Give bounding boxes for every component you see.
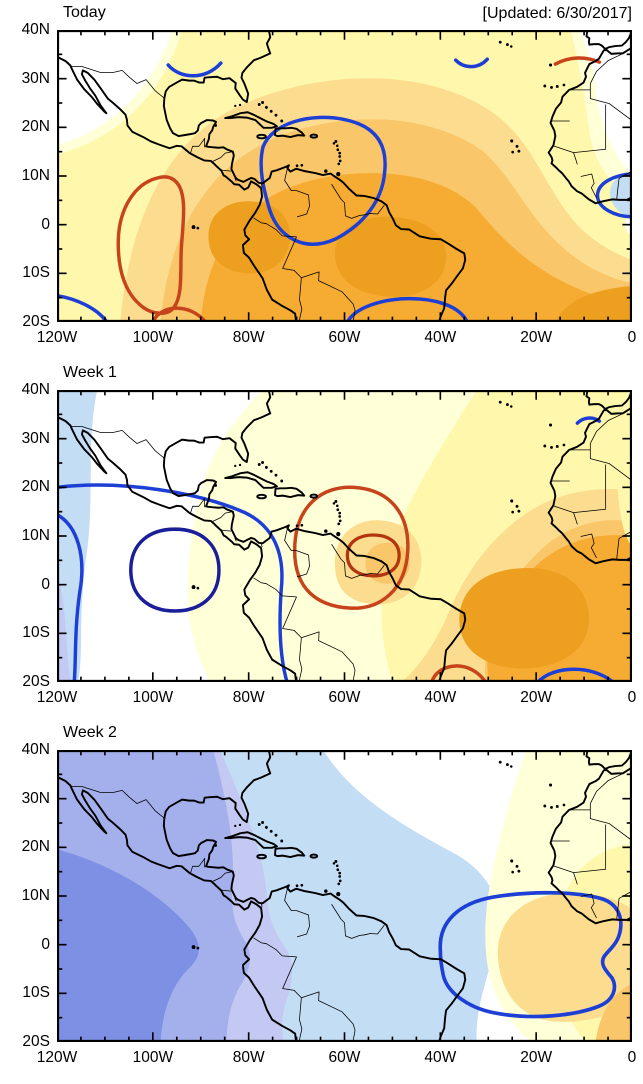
y-axis-tick-label: 30N [21, 789, 50, 807]
x-axis-tick-label: 60W [328, 329, 361, 346]
map-panel-today [57, 30, 632, 322]
panel-title-today: Today [63, 4, 106, 21]
y-axis-tick-label: 20N [21, 838, 50, 856]
y-axis-tick-label: 20S [22, 312, 50, 330]
y-axis-tick-label: 20N [21, 118, 50, 136]
x-axis-tick-label: 20W [520, 1049, 553, 1066]
y-axis-tick-label: 40N [21, 21, 50, 38]
x-axis-tick-label: 0 [627, 1049, 637, 1066]
panel-title-week2: Week 2 [63, 724, 117, 741]
y-axis-tick-label: 0 [41, 575, 50, 593]
y-axis-tick-label: 20S [22, 1032, 50, 1050]
y-axis-tick-label: 10S [22, 984, 50, 1002]
y-axis-tick-label: 40N [21, 381, 50, 398]
x-axis-tick-label: 120W [36, 329, 78, 346]
x-axis-tick-label: 60W [328, 1049, 361, 1066]
map-panel-week2 [57, 750, 632, 1042]
x-axis-tick-label: 20W [520, 329, 553, 346]
dark-red-inner-contour [345, 533, 401, 578]
x-axis-tick-label: 100W [132, 689, 174, 706]
y-axis-tick-label: 10N [21, 886, 50, 904]
y-axis-tick-label: 20S [22, 672, 50, 690]
x-axis-tick-label: 40W [424, 329, 457, 346]
y-axis-tick-label: 30N [21, 69, 50, 87]
x-axis-tick-label: 100W [132, 329, 174, 346]
x-axis-tick-label: 40W [424, 1049, 457, 1066]
y-axis-tick-label: 20N [21, 478, 50, 496]
map-panel-week1 [57, 390, 632, 682]
y-axis-tick-label: 30N [21, 429, 50, 447]
y-axis-tick-label: 40N [21, 741, 50, 758]
y-axis-tick-label: 10N [21, 166, 50, 184]
x-axis-tick-label: 0 [627, 329, 637, 346]
blue-contour-loop [438, 890, 623, 1019]
navy-contour [129, 527, 221, 613]
updated-timestamp: [Updated: 6/30/2017] [482, 5, 632, 22]
x-axis-tick-label: 120W [36, 689, 78, 706]
y-axis-tick-label: 10S [22, 264, 50, 282]
x-axis-tick-label: 20W [520, 689, 553, 706]
y-axis-tick-label: 0 [41, 215, 50, 233]
x-axis-tick-label: 60W [328, 689, 361, 706]
x-axis-tick-label: 40W [424, 689, 457, 706]
x-axis-tick-label: 80W [232, 329, 265, 346]
x-axis-tick-label: 120W [36, 1049, 78, 1066]
x-axis-tick-label: 100W [132, 1049, 174, 1066]
panel-title-week1: Week 1 [63, 364, 117, 381]
x-axis-tick-label: 80W [232, 1049, 265, 1066]
y-axis-tick-label: 10S [22, 624, 50, 642]
x-axis-tick-label: 0 [627, 689, 637, 706]
blue-contours [57, 57, 632, 322]
y-axis-tick-label: 10N [21, 526, 50, 544]
red-contours [292, 485, 488, 682]
x-axis-tick-label: 80W [232, 689, 265, 706]
y-axis-tick-label: 0 [41, 935, 50, 953]
